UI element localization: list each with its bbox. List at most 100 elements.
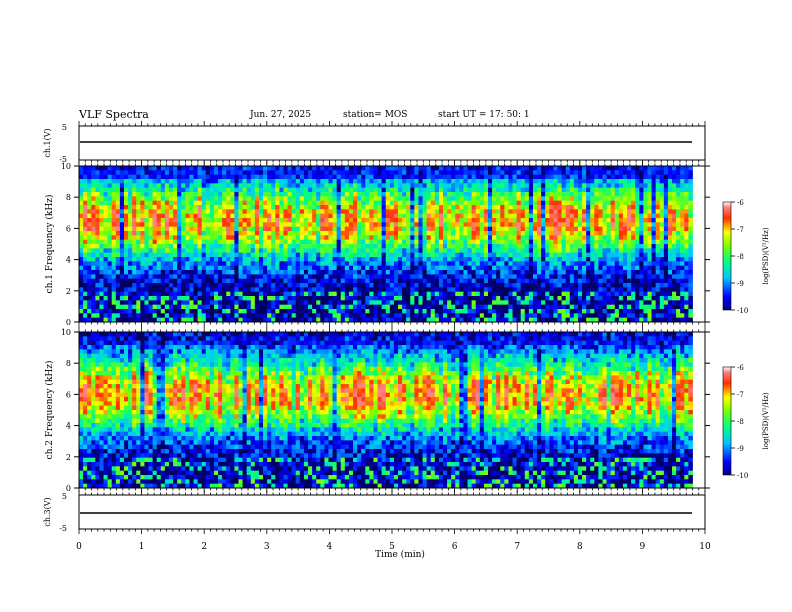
- spectrogram-cell: [320, 313, 325, 319]
- spectrogram-cell: [365, 183, 370, 189]
- spectrogram-cell: [512, 205, 518, 210]
- spectrogram-cell: [504, 244, 509, 249]
- spectrogram-cell: [524, 317, 530, 323]
- spectrogram-cell: [451, 218, 456, 223]
- spectrogram-cell: [467, 278, 473, 284]
- spectrogram-cell: [369, 291, 374, 297]
- spectrogram-cell: [373, 309, 378, 314]
- spectrogram-cell: [242, 270, 248, 275]
- spectrogram-cell: [295, 257, 301, 262]
- spectrogram-cell: [168, 252, 174, 258]
- spectrogram-cell: [246, 170, 252, 176]
- spectrogram-cell: [406, 205, 411, 210]
- spectrogram-cell: [173, 196, 178, 202]
- spectrogram-cell: [418, 231, 423, 236]
- spectrogram-cell: [610, 179, 616, 184]
- spectrogram-cell: [136, 274, 141, 280]
- spectrogram-cell: [553, 317, 558, 323]
- spectrogram-cell: [537, 239, 542, 245]
- spectrogram-cell: [508, 317, 513, 323]
- spectrogram-cell: [328, 248, 333, 254]
- spectrogram-cell: [332, 235, 338, 241]
- spectrogram-cell: [177, 283, 182, 288]
- spectrogram-cell: [451, 244, 456, 249]
- spectrogram-cell: [185, 209, 190, 215]
- spectrogram-cell: [279, 252, 284, 258]
- spectrogram-cell: [622, 261, 628, 267]
- spectrogram-cell: [467, 183, 473, 189]
- spectrogram-cell: [459, 218, 464, 223]
- spectrogram-cell: [242, 166, 248, 171]
- spectrogram-cell: [422, 244, 428, 249]
- spectrogram-cell: [606, 222, 612, 228]
- spectrogram-cell: [586, 218, 591, 223]
- spectrogram-cell: [348, 252, 354, 258]
- spectrogram-cell: [549, 317, 554, 323]
- spectrogram-cell: [324, 313, 329, 319]
- spectrogram-cell: [83, 226, 88, 232]
- spectrogram-cell: [406, 192, 411, 197]
- spectrogram-cell: [107, 239, 113, 245]
- spectrogram-cell: [128, 261, 133, 267]
- spectrogram-cell: [467, 200, 473, 206]
- spectrogram-cell: [528, 166, 534, 171]
- spectrogram-cell: [136, 291, 141, 297]
- spectrogram-cell: [520, 278, 526, 284]
- spectrogram-cell: [258, 270, 264, 275]
- spectrogram-cell: [500, 317, 505, 323]
- spectrogram-cell: [561, 205, 567, 210]
- spectrogram-cell: [606, 205, 612, 210]
- spectrogram-cell: [438, 200, 444, 206]
- spectrogram-cell: [132, 304, 137, 310]
- spectrogram-cell: [87, 309, 92, 314]
- spectrogram-cell: [402, 274, 407, 280]
- spectrogram-cell: [565, 265, 571, 271]
- spectrogram-cell: [418, 218, 423, 223]
- spectrogram-cell: [451, 213, 456, 219]
- spectrogram-cell: [426, 192, 432, 197]
- spectrogram-cell: [234, 239, 239, 245]
- spectrogram-cell: [263, 252, 268, 258]
- spectrogram-cell: [287, 287, 293, 293]
- spectrogram-cell: [582, 187, 587, 193]
- spectrogram-cell: [222, 244, 227, 249]
- spectrogram-cell: [492, 309, 497, 314]
- spectrogram-cell: [582, 244, 587, 249]
- spectrogram-cell: [459, 239, 464, 245]
- spectrogram-cell: [132, 278, 137, 284]
- spectrogram-cell: [483, 235, 489, 241]
- spectrogram-cell: [504, 235, 509, 241]
- spectrogram-cell: [549, 296, 554, 301]
- spectrogram-cell: [119, 283, 125, 288]
- spectrogram-cell: [275, 300, 280, 306]
- spectrogram-cell: [586, 196, 591, 202]
- spectrogram-cell: [160, 187, 166, 193]
- spectrogram-cell: [246, 209, 252, 215]
- spectrogram-cell: [344, 248, 350, 254]
- spectrogram-cell: [434, 244, 440, 249]
- spectrogram-cell: [173, 291, 178, 297]
- spectrogram-cell: [365, 174, 370, 180]
- spectrogram-cell: [336, 231, 342, 236]
- spectrogram-cell: [541, 309, 546, 314]
- spectrogram-cell: [451, 278, 456, 284]
- spectrogram-cell: [537, 213, 542, 219]
- spectrogram-cell: [328, 170, 333, 176]
- spectrogram-cell: [234, 278, 239, 284]
- spectrogram-cell: [332, 265, 338, 271]
- spectrogram-cell: [209, 283, 215, 288]
- spectrogram-cell: [213, 296, 219, 301]
- spectrogram-cell: [226, 313, 231, 319]
- spectrogram-cell: [369, 296, 374, 301]
- spectrogram-cell: [377, 209, 383, 215]
- spectrogram-cell: [586, 183, 591, 189]
- spectrogram-cell: [557, 244, 562, 249]
- spectrogram-cell: [291, 265, 297, 271]
- spectrogram-cell: [467, 244, 473, 249]
- spectrogram-cell: [140, 252, 145, 258]
- spectrogram-cell: [173, 179, 178, 184]
- spectrogram-cell: [140, 196, 145, 202]
- spectrogram-cell: [332, 205, 338, 210]
- spectrogram-cell: [91, 270, 96, 275]
- spectrogram-cell: [107, 213, 113, 219]
